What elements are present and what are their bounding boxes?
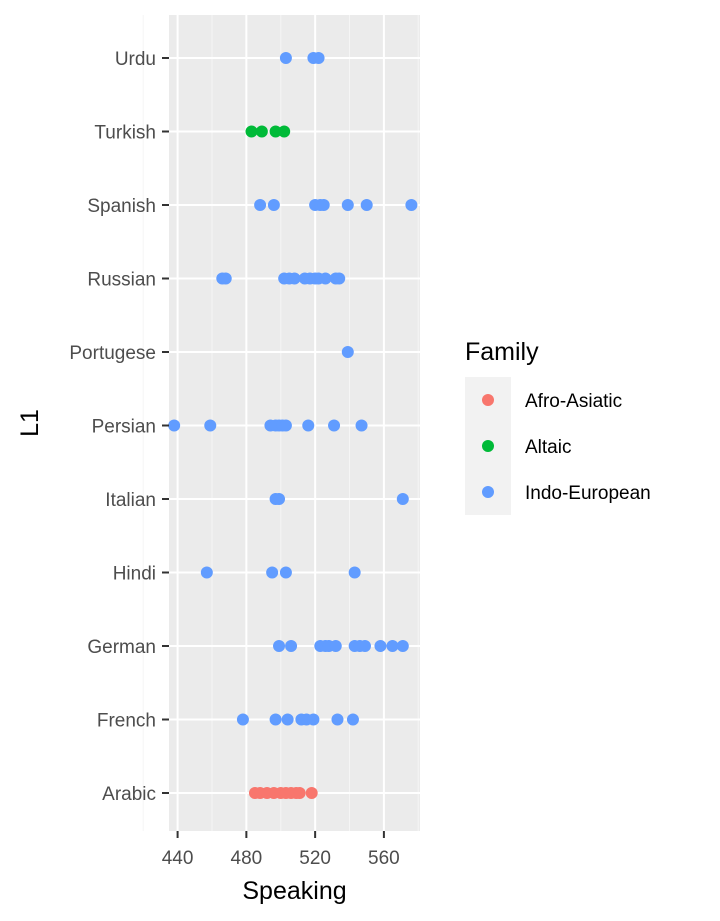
data-point	[396, 493, 409, 505]
y-tick-label: Hindi	[113, 564, 156, 585]
data-point	[307, 713, 320, 726]
x-tick-label: 560	[368, 848, 400, 869]
data-point	[279, 419, 292, 432]
x-axis: 440 480 520 560	[162, 831, 400, 869]
data-point	[348, 566, 361, 579]
legend-label: Afro-Asiatic	[525, 391, 622, 412]
data-point	[255, 125, 268, 138]
y-axis-title: L1	[16, 409, 44, 437]
data-point	[331, 713, 344, 726]
data-point	[288, 272, 301, 285]
data-point	[278, 125, 291, 138]
data-point	[269, 125, 282, 138]
data-point	[266, 566, 279, 579]
data-point	[355, 419, 368, 432]
data-point	[328, 419, 341, 432]
x-tick-label: 480	[231, 848, 263, 869]
y-tick-label: Spanish	[87, 196, 156, 217]
data-point	[405, 199, 418, 211]
data-point	[341, 199, 354, 211]
data-point	[204, 419, 217, 432]
data-point	[273, 640, 286, 652]
data-point	[168, 419, 181, 432]
data-point	[279, 52, 292, 64]
y-tick-label: Italian	[105, 490, 156, 511]
x-tick-label: 520	[299, 848, 331, 869]
data-point	[254, 199, 267, 211]
y-tick-label: Portugese	[69, 343, 156, 364]
data-point	[245, 125, 258, 138]
data-point	[293, 787, 306, 799]
data-point	[346, 713, 359, 726]
data-point	[285, 640, 298, 652]
data-point	[269, 713, 282, 726]
legend-key-marker	[482, 486, 494, 498]
data-point	[319, 272, 332, 285]
y-tick-label: Urdu	[115, 49, 156, 70]
data-point	[273, 493, 286, 505]
legend: Family Afro-Asiatic Altaic Indo-European	[465, 338, 651, 515]
data-point	[219, 272, 232, 285]
data-point	[236, 713, 249, 726]
data-point	[317, 199, 330, 211]
legend-title: Family	[465, 338, 539, 366]
data-point	[396, 640, 409, 652]
y-axis: Arabic French German Hindi Italian Persian Por…	[69, 49, 169, 805]
data-point	[360, 199, 373, 211]
legend-label: Indo-European	[525, 483, 651, 504]
data-point	[333, 272, 346, 285]
y-tick-label: Persian	[92, 417, 156, 438]
data-point	[279, 566, 292, 579]
data-point	[374, 640, 387, 652]
data-point	[329, 640, 342, 652]
legend-label: Altaic	[525, 437, 571, 458]
x-tick-label: 440	[162, 848, 194, 869]
data-point	[281, 713, 294, 726]
data-point	[386, 640, 399, 652]
data-point	[200, 566, 213, 579]
y-tick-label: Russian	[87, 270, 156, 291]
data-point	[267, 199, 280, 211]
y-tick-label: French	[97, 711, 156, 732]
data-point	[305, 787, 318, 799]
data-points	[168, 52, 418, 799]
y-tick-label: Arabic	[102, 784, 156, 805]
y-tick-label: Turkish	[94, 123, 156, 144]
data-point	[358, 640, 371, 652]
data-point	[312, 52, 325, 64]
legend-key-marker	[482, 394, 494, 406]
legend-key-marker	[482, 440, 494, 452]
x-axis-title: Speaking	[242, 877, 346, 905]
y-tick-label: German	[87, 637, 156, 658]
data-point	[302, 419, 315, 432]
data-point	[341, 346, 354, 358]
